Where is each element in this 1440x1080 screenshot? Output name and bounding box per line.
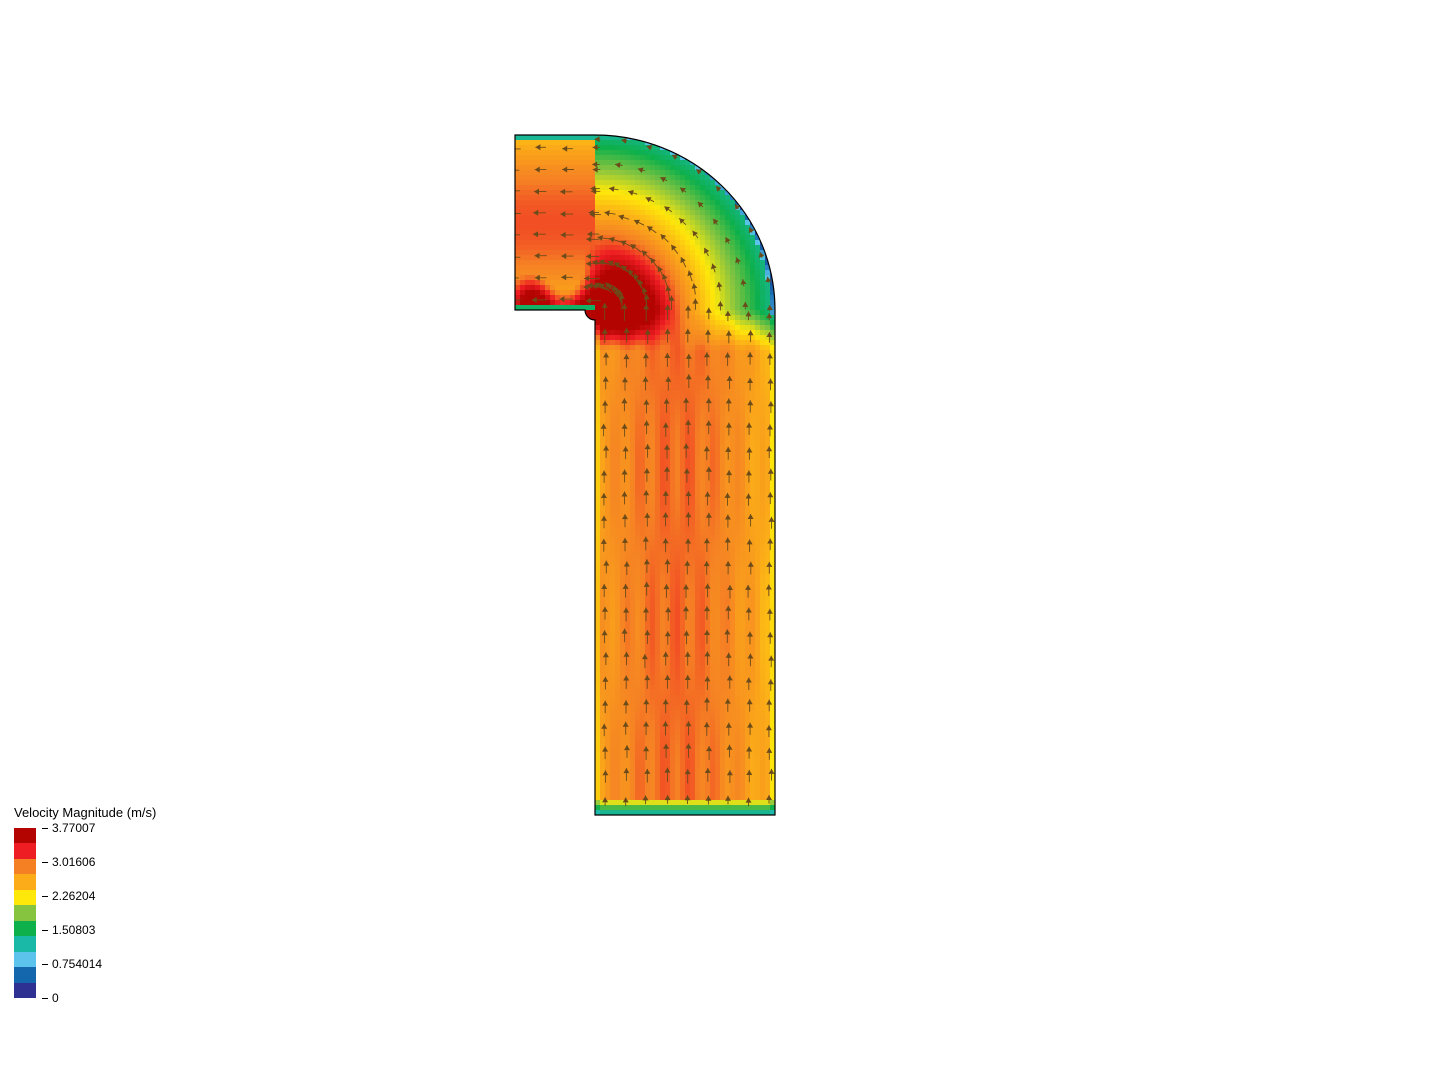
color-legend: Velocity Magnitude (m/s) 3.77007 3.01606 2… [14,805,156,998]
legend-color-segment [14,843,36,858]
legend-color-segment [14,905,36,920]
legend-tick: 2.26204 [42,889,95,903]
legend-color-segment [14,952,36,967]
legend-tick: 1.50803 [42,923,95,937]
legend-tick: 0.754014 [42,957,102,971]
legend-color-segment [14,936,36,951]
legend-tick: 3.77007 [42,821,95,835]
legend-color-segment [14,967,36,982]
legend-tick: 3.01606 [42,855,95,869]
legend-color-segment [14,921,36,936]
legend-tick: 0 [42,991,59,1005]
legend-title: Velocity Magnitude (m/s) [14,805,156,820]
legend-color-segment [14,828,36,843]
legend-color-segment [14,890,36,905]
legend-ticks: 3.770073.016062.262041.508030.7540140 [42,828,122,998]
contour-field [515,130,811,821]
legend-color-segment [14,983,36,998]
legend-colorbar [14,828,36,998]
legend-color-segment [14,859,36,874]
legend-color-segment [14,874,36,889]
velocity-contour-plot [0,0,1440,1080]
